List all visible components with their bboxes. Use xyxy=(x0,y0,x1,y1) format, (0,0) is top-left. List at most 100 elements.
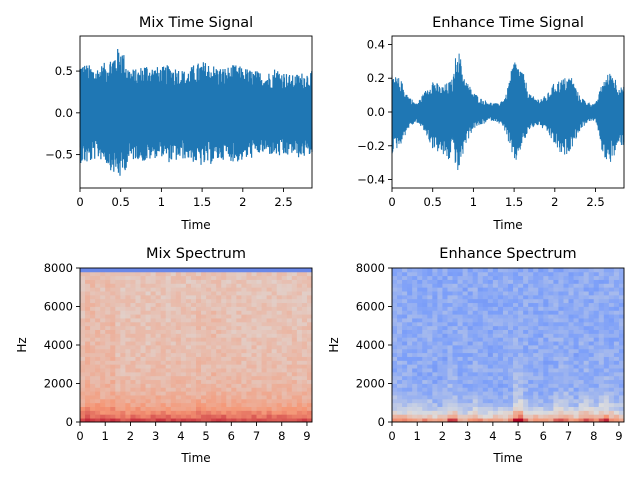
spectrogram-cell xyxy=(563,306,569,311)
spectrogram-cell xyxy=(568,383,574,388)
spectrogram-cell xyxy=(236,406,242,411)
spectrogram-cell xyxy=(492,337,499,342)
spectrogram-cell xyxy=(196,371,202,377)
spectrogram-cell xyxy=(175,379,182,384)
spectrogram-cell xyxy=(487,352,494,357)
spectrogram-cell xyxy=(502,302,509,307)
spectrogram-cell xyxy=(291,302,298,307)
spectrogram-cell xyxy=(196,418,202,423)
spectrogram-cell xyxy=(190,302,197,307)
spectrogram-cell xyxy=(160,375,167,381)
spectrogram-cell xyxy=(175,314,182,319)
spectrogram-cell xyxy=(573,341,580,346)
spectrogram-cell xyxy=(85,379,91,384)
spectrogram-cell xyxy=(216,368,222,373)
spectrogram-cell xyxy=(407,298,413,304)
spectrogram-cell xyxy=(165,414,172,419)
spectrogram-cell xyxy=(261,398,268,404)
spectrogram-cell xyxy=(145,356,152,361)
spectrogram-cell xyxy=(492,333,499,338)
spectrogram-cell xyxy=(437,395,443,400)
spectrogram-cell xyxy=(266,337,273,342)
spectrogram-cell xyxy=(180,298,187,304)
spectrogram-cell xyxy=(563,318,569,323)
spectrogram-cell xyxy=(231,314,237,319)
spectrogram-cell xyxy=(130,402,136,407)
spectrogram-cell xyxy=(95,364,101,369)
spectrogram-cell xyxy=(538,375,544,381)
spectrogram-cell xyxy=(130,287,136,292)
spectrogram-cell xyxy=(306,329,313,334)
spectrogram-cell xyxy=(281,402,288,407)
spectrogram-cell xyxy=(140,325,146,330)
spectrogram-cell xyxy=(90,268,96,273)
spectrogram-cell xyxy=(135,287,141,292)
spectrogram-cell xyxy=(221,271,227,277)
spectrogram-cell xyxy=(150,398,157,404)
x-tick-label: 4 xyxy=(177,429,184,443)
spectrogram-cell xyxy=(216,329,222,334)
spectrogram-cell xyxy=(467,294,474,300)
spectrogram-cell xyxy=(588,364,595,369)
spectrogram-cell xyxy=(236,383,242,388)
spectrogram-cell xyxy=(135,298,141,304)
spectrogram-cell xyxy=(246,414,252,419)
spectrogram-cell xyxy=(427,356,433,361)
spectrogram-cell xyxy=(80,298,86,304)
spectrogram-cell xyxy=(472,283,479,288)
spectrogram-cell xyxy=(392,406,398,411)
spectrogram-cell xyxy=(150,379,157,384)
spectrogram-cell xyxy=(523,275,529,280)
spectrogram-cell xyxy=(286,348,293,354)
spectrogram-cell xyxy=(452,294,458,300)
spectrogram-cell xyxy=(502,321,509,327)
spectrogram-cell xyxy=(286,341,293,346)
spectrogram-cell xyxy=(573,275,580,280)
spectrogram-cell xyxy=(508,298,514,304)
spectrogram-cell xyxy=(613,310,620,315)
spectrogram-cell xyxy=(145,391,152,396)
mix-time-frame xyxy=(79,35,313,189)
spectrogram-cell xyxy=(185,356,192,361)
spectrogram-cell xyxy=(175,283,182,288)
spectrogram-cell xyxy=(497,287,504,292)
spectrogram-cell xyxy=(533,402,539,407)
spectrogram-cell xyxy=(90,341,96,346)
spectrogram-cell xyxy=(588,283,595,288)
spectrogram-cell xyxy=(392,314,398,319)
spectrogram-cell xyxy=(261,356,268,361)
spectrogram-cell xyxy=(256,418,262,423)
spectrogram-cell xyxy=(291,345,298,350)
spectrogram-cell xyxy=(513,410,519,415)
spectrogram-cell xyxy=(618,406,625,411)
spectrogram-cell xyxy=(558,325,564,330)
spectrogram-cell xyxy=(246,395,252,400)
spectrogram-cell xyxy=(432,287,438,292)
spectrogram-cell xyxy=(437,279,443,284)
spectrogram-cell xyxy=(246,410,252,415)
spectrogram-cell xyxy=(613,398,620,404)
spectrogram-cell xyxy=(306,371,313,377)
spectrogram-cell xyxy=(492,268,499,273)
spectrogram-cell xyxy=(447,310,453,315)
spectrogram-cell xyxy=(105,410,111,415)
spectrogram-cell xyxy=(201,371,207,377)
spectrogram-cell xyxy=(538,291,544,296)
spectrogram-cell xyxy=(100,310,106,315)
spectrogram-cell xyxy=(487,379,494,384)
spectrogram-cell xyxy=(261,418,268,423)
spectrogram-cell xyxy=(583,291,590,296)
spectrogram-cell xyxy=(105,337,111,342)
spectrogram-cell xyxy=(452,333,458,338)
spectrogram-cell xyxy=(271,371,278,377)
spectrogram-cell xyxy=(185,314,192,319)
spectrogram-cell xyxy=(241,341,247,346)
spectrogram-cell xyxy=(543,371,549,377)
spectrogram-cell xyxy=(175,395,182,400)
spectrogram-cell xyxy=(100,329,106,334)
spectrogram-cell xyxy=(196,321,202,327)
spectrogram-cell xyxy=(170,418,177,423)
spectrogram-cell xyxy=(145,387,152,392)
spectrogram-cell xyxy=(251,375,257,381)
spectrogram-cell xyxy=(291,414,298,419)
